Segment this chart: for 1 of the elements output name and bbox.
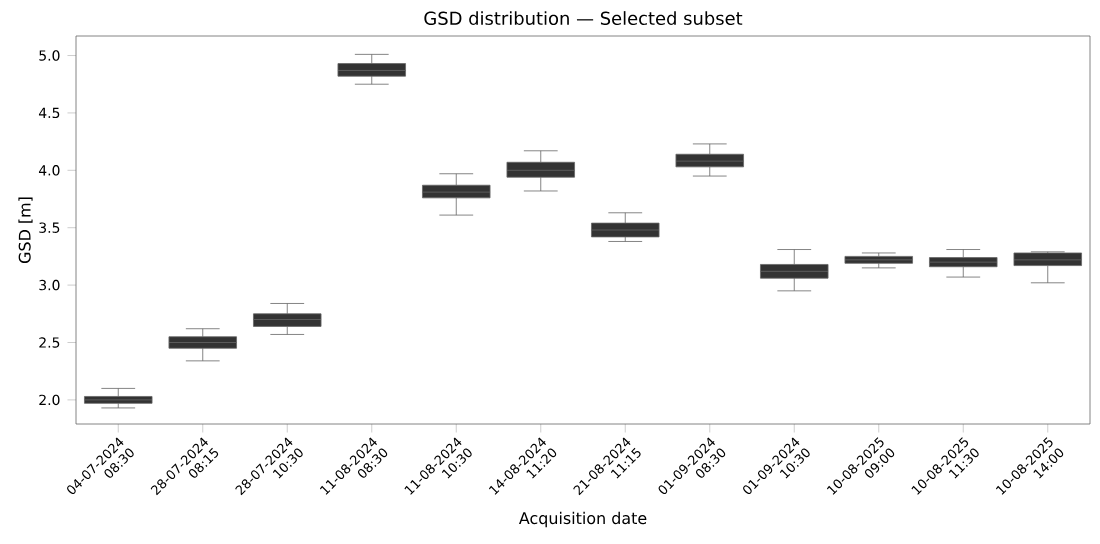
chart-title: GSD distribution — Selected subset: [424, 11, 743, 25]
